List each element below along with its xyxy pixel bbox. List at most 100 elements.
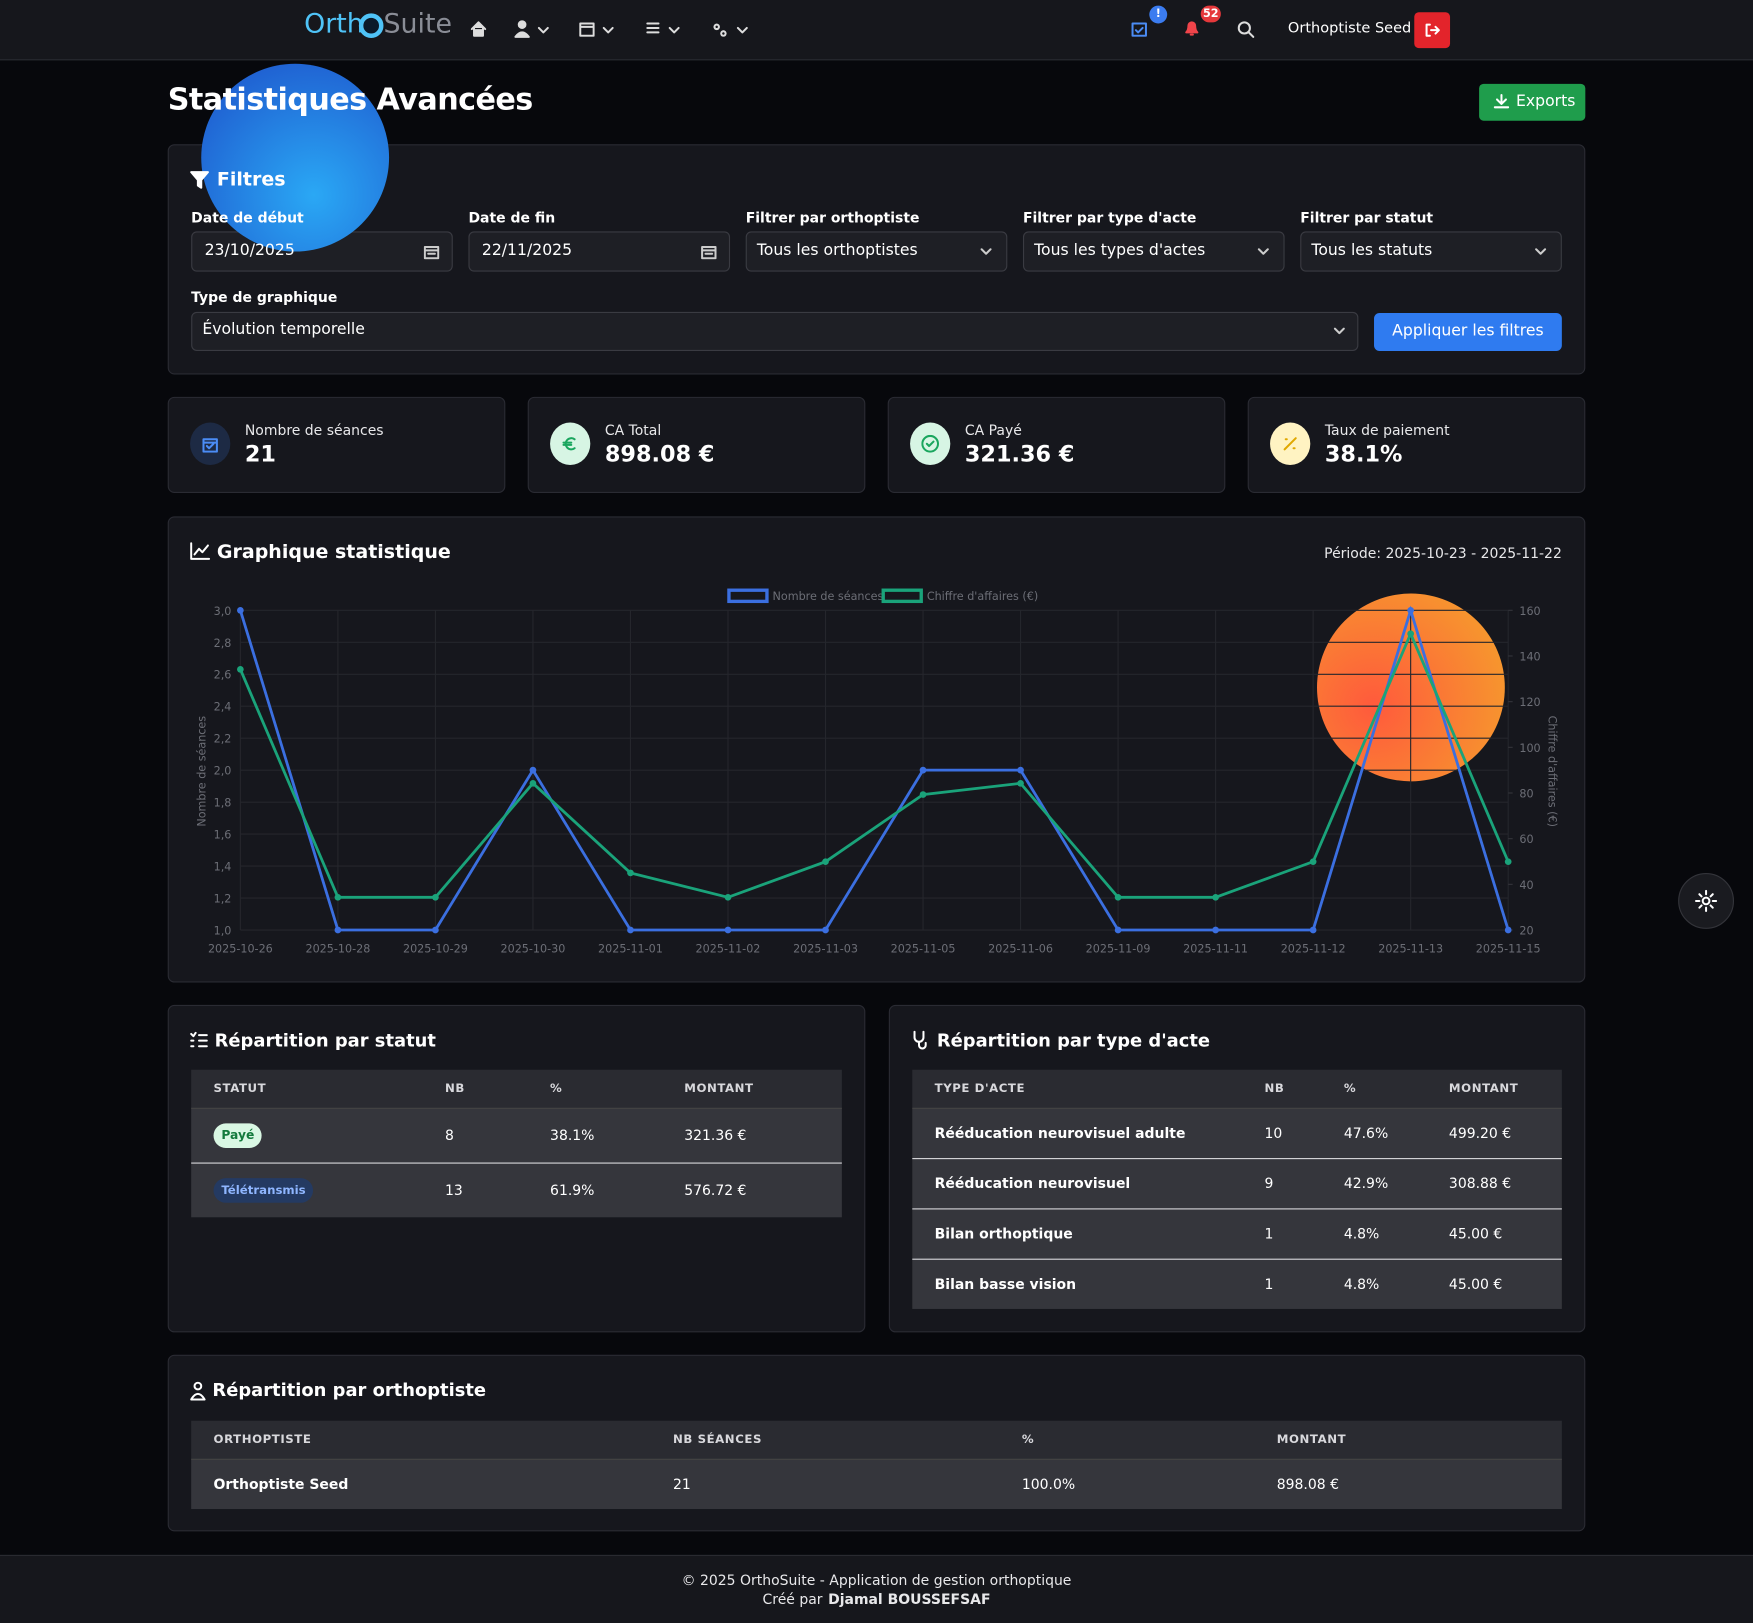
agenda-icon-shape — [1131, 22, 1147, 37]
table-header-cell: NB SÉANCES — [673, 1433, 762, 1447]
chart-title: Graphique statistique — [216, 541, 451, 564]
chart-type-label: Type de graphique — [191, 288, 338, 306]
logout-icon — [1425, 23, 1440, 37]
table-header-cell: TYPE D'ACTE — [934, 1082, 1026, 1096]
filter-input[interactable] — [468, 231, 731, 272]
theme-settings-button[interactable] — [1678, 873, 1735, 929]
download-icon-shape — [1493, 94, 1510, 109]
calendar-picker-icon — [423, 246, 440, 260]
brand-right: Suite — [383, 7, 453, 40]
stat-icon-glyph — [1283, 437, 1297, 451]
coins-icon — [646, 22, 660, 34]
filter-value: 22/11/2025 — [481, 241, 573, 260]
chevron-shape — [537, 26, 549, 34]
table-cell: 9 — [1264, 1174, 1274, 1192]
table-cell: 321.36 € — [684, 1126, 747, 1143]
filter-icon-shape — [190, 171, 209, 189]
filter-label: Filtrer par statut — [1300, 209, 1434, 226]
table-header-cell: ORTHOPTISTE — [213, 1433, 312, 1447]
chevron — [1333, 327, 1345, 335]
chevron — [1257, 248, 1269, 255]
calendar-icon — [579, 22, 595, 37]
table-cell: 100.0% — [1021, 1474, 1076, 1492]
filter-label: Filtrer par type d'acte — [1022, 209, 1197, 226]
table-row — [191, 1458, 1562, 1510]
chart-type-select[interactable] — [191, 311, 1359, 351]
chevron-shape — [668, 26, 680, 34]
chart-period: Période: 2025-10-23 - 2025-11-22 — [1324, 544, 1562, 562]
table-header-cell: % — [550, 1082, 563, 1096]
calendar-picker-icon-shape — [701, 246, 717, 260]
table-cell: Rééducation neurovisuel adulte — [934, 1123, 1186, 1141]
table-row — [912, 1208, 1562, 1259]
stethoscope-icon-shape — [913, 1030, 927, 1050]
status-badge: Payé — [213, 1122, 263, 1148]
stethoscope-icon — [913, 1030, 927, 1050]
table-cell: 308.88 € — [1448, 1174, 1512, 1192]
table-cell: Rééducation neurovisuel — [934, 1174, 1131, 1192]
footer-prefix: Créé par — [762, 1590, 823, 1608]
stat-icon-glyph — [202, 438, 218, 453]
table-header-cell: % — [1021, 1433, 1035, 1447]
table-cell: Bilan orthoptique — [934, 1224, 1073, 1242]
chevron-shape — [602, 26, 614, 34]
filter-input[interactable] — [1022, 231, 1285, 272]
table-row — [912, 1107, 1562, 1159]
type-title: Répartition par type d'acte — [936, 1029, 1211, 1051]
download-icon — [1493, 94, 1510, 109]
list-icon-shape — [190, 1031, 208, 1048]
settings-icon — [713, 23, 727, 37]
table-cell: 1 — [1264, 1224, 1274, 1242]
table-header — [191, 1069, 842, 1108]
table-cell: 38.1% — [550, 1126, 595, 1143]
chart-icon-shape — [190, 542, 211, 560]
filter-input[interactable] — [745, 231, 1008, 272]
filter-value: Tous les orthoptistes — [756, 241, 918, 260]
table-cell: 4.8% — [1343, 1274, 1380, 1292]
chevron — [736, 26, 748, 34]
stat-value: 21 — [244, 440, 276, 468]
chevron-shape — [1257, 248, 1269, 255]
chevron — [602, 26, 614, 34]
apply-label: Appliquer les filtres — [1392, 321, 1544, 340]
home-icon-shape — [470, 21, 487, 37]
calendar-picker-icon-shape — [423, 246, 440, 260]
badge-bell: 52 — [1200, 5, 1221, 23]
table-cell: 13 — [444, 1180, 463, 1198]
filter-input[interactable] — [1300, 231, 1562, 272]
bell-icon — [1185, 21, 1199, 36]
table-row — [912, 1258, 1562, 1309]
table-cell: 45.00 € — [1448, 1224, 1503, 1242]
table-row — [912, 1158, 1562, 1209]
stat-icon — [190, 422, 231, 466]
table-header-cell: MONTANT — [684, 1082, 754, 1096]
stat-icon-glyph — [562, 437, 576, 451]
table-header-cell: % — [1343, 1082, 1357, 1096]
navbar — [0, 0, 1753, 61]
stat-icon — [550, 422, 591, 466]
footer — [0, 1554, 1753, 1623]
chevron-shape — [980, 248, 992, 255]
chevron — [1535, 248, 1547, 255]
user-icon — [514, 20, 530, 38]
filter-label: Date de fin — [468, 209, 556, 226]
home-icon — [470, 21, 487, 37]
calendar-icon-shape — [579, 22, 595, 37]
bell-icon-shape — [1185, 21, 1199, 36]
footer-author: Djamal BOUSSEFSAF — [828, 1590, 991, 1608]
apply-button[interactable] — [1374, 312, 1562, 351]
chart-type-value: Évolution temporelle — [202, 320, 365, 339]
table-header — [912, 1069, 1562, 1108]
stat-icon-glyph-shape — [562, 437, 576, 451]
ortho-title: Répartition par orthoptiste — [212, 1379, 487, 1401]
table-header-cell: MONTANT — [1276, 1433, 1347, 1447]
table-cell: 10 — [1264, 1123, 1283, 1141]
status-title: Répartition par statut — [214, 1029, 436, 1051]
calendar-picker-icon — [701, 246, 717, 260]
filter-value: Tous les types d'actes — [1034, 241, 1206, 260]
chart-icon — [190, 542, 211, 560]
footer-line1: © 2025 OrthoSuite - Application de gesti… — [681, 1571, 1072, 1589]
stat-icon-glyph-shape — [921, 434, 939, 453]
export-button[interactable] — [1479, 83, 1586, 121]
